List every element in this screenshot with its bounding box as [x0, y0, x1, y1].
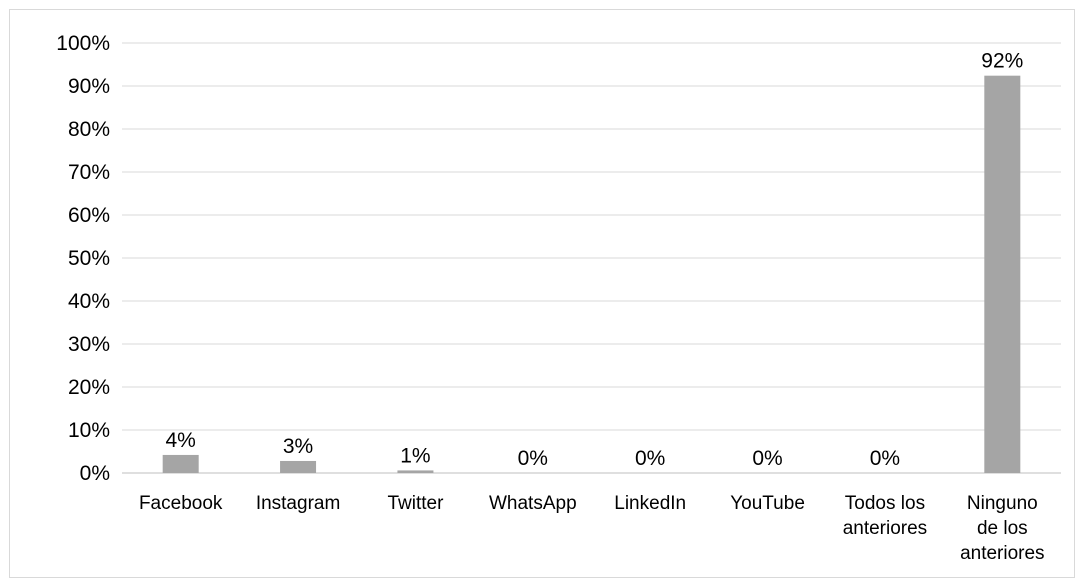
data-label: 0% [752, 447, 782, 470]
data-label: 92% [981, 50, 1023, 73]
x-tick-label: Instagram [256, 493, 340, 514]
x-tick-label: anteriores [843, 518, 928, 539]
y-tick-label: 60% [68, 204, 110, 227]
y-tick-label: 40% [68, 290, 110, 313]
data-label: 1% [400, 444, 430, 467]
x-tick-label: WhatsApp [489, 493, 577, 514]
data-label: 0% [870, 447, 900, 470]
x-tick-label: Todos los [845, 493, 925, 514]
y-tick-label: 20% [68, 376, 110, 399]
data-label: 3% [283, 435, 313, 458]
data-label: 0% [518, 447, 548, 470]
y-tick-label: 50% [68, 247, 110, 270]
x-tick-label: de los [977, 518, 1028, 539]
x-tick-label: Facebook [139, 493, 223, 514]
y-tick-label: 10% [68, 419, 110, 442]
chart-area: 0% 10% 20% 30% 40% 50% 60% 70% 80% 90% 100% 4% Faceb… [9, 9, 1075, 578]
x-tick-label: anteriores [960, 543, 1045, 564]
data-label: 0% [635, 447, 665, 470]
bar [162, 454, 199, 473]
bar [397, 470, 434, 473]
y-tick-label: 70% [68, 161, 110, 184]
y-tick-label: 80% [68, 118, 110, 141]
x-tick-label: Ninguno [967, 493, 1038, 514]
y-tick-label: 30% [68, 333, 110, 356]
y-tick-label: 0% [80, 462, 110, 485]
data-label: 4% [166, 429, 196, 452]
bar [984, 75, 1021, 474]
x-tick-label: YouTube [730, 493, 805, 514]
y-tick-label: 90% [68, 75, 110, 98]
x-tick-label: Twitter [387, 493, 444, 514]
bar [280, 460, 317, 473]
x-tick-label: LinkedIn [614, 493, 686, 514]
bar-chart: 0% 10% 20% 30% 40% 50% 60% 70% 80% 90% 100% 4% Faceb… [56, 32, 1061, 564]
y-tick-label: 100% [56, 32, 110, 55]
